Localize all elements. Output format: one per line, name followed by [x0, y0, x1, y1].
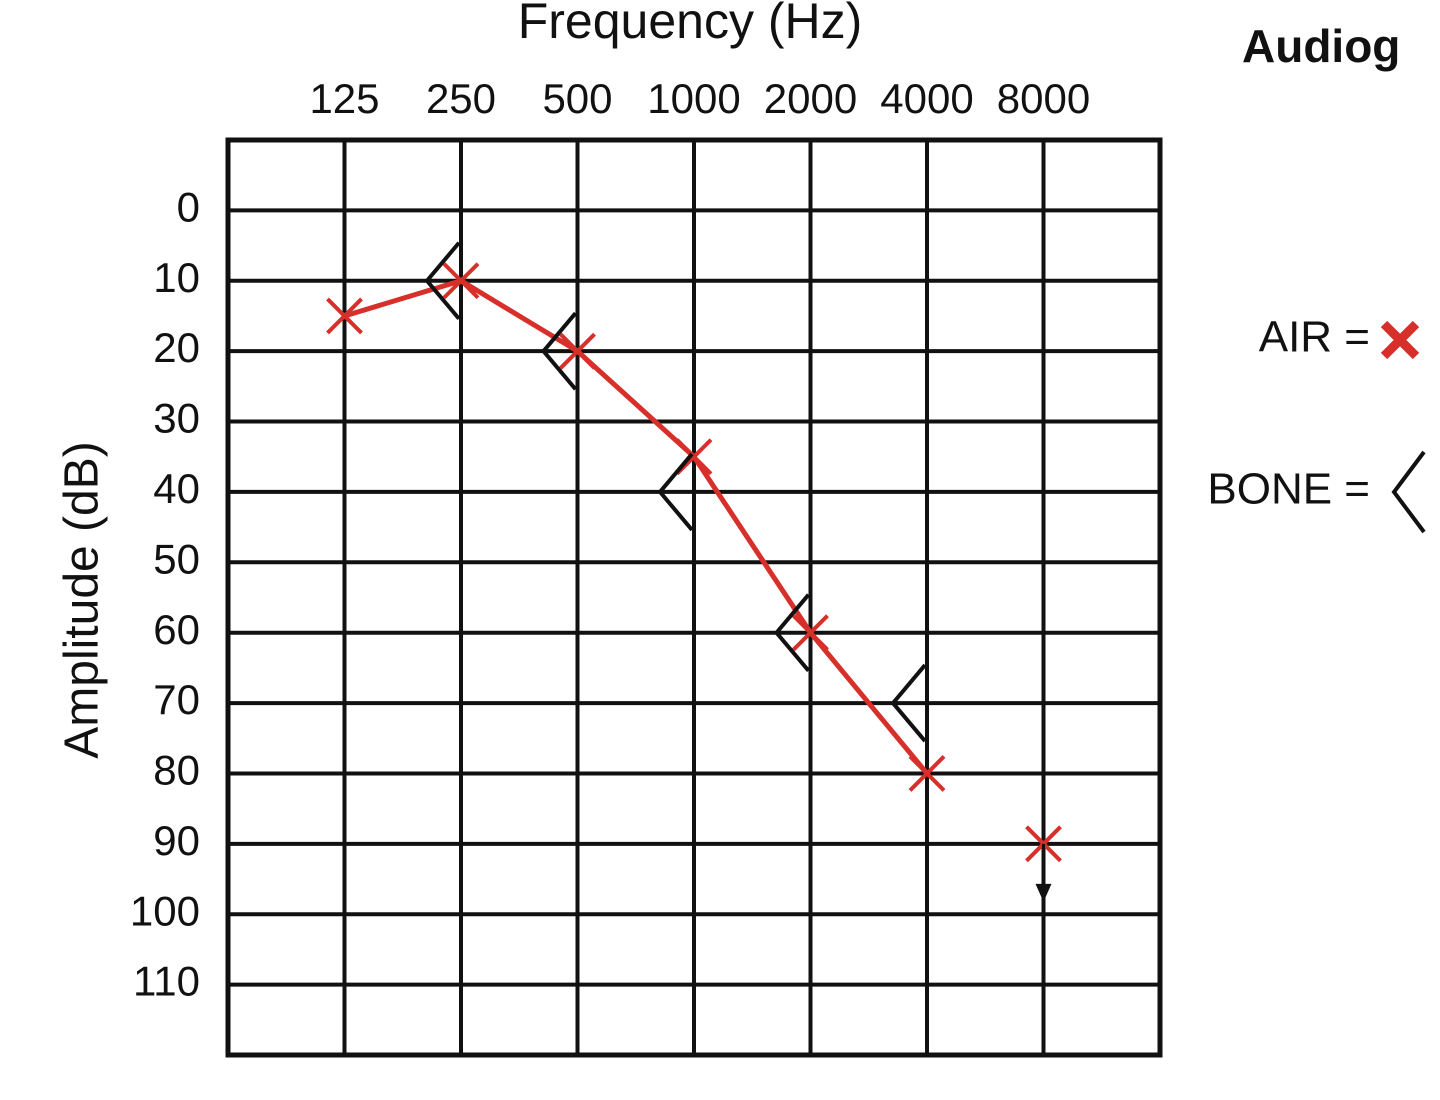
bone-marker-stroke — [890, 663, 927, 743]
y-tick-label: 110 — [133, 958, 200, 1005]
x-tick-label: 1000 — [647, 75, 740, 122]
x-tick-label: 8000 — [997, 75, 1090, 122]
air-marker — [326, 297, 363, 335]
y-tick-label: 40 — [153, 465, 200, 512]
bone-marker-stroke — [540, 311, 578, 391]
x-tick-label: 125 — [309, 75, 379, 122]
air-line — [343, 278, 929, 776]
air-marker — [1025, 825, 1062, 902]
x-tick-label: 4000 — [880, 75, 973, 122]
y-tick-label: 50 — [153, 535, 200, 582]
bone-marker — [657, 452, 694, 532]
x-tick-label: 250 — [426, 75, 496, 122]
chart-title: Audiog — [1242, 20, 1400, 72]
x-marker-stroke — [1380, 320, 1420, 360]
bone-marker-stroke — [1391, 450, 1426, 534]
x-marker-stroke — [442, 262, 480, 300]
air-marker — [908, 755, 946, 792]
x-marker-stroke — [792, 614, 829, 652]
y-axis-title: Amplitude (dB) — [56, 441, 109, 758]
bone-marker-stroke — [773, 593, 811, 672]
no-response-arrowhead — [1035, 883, 1052, 902]
legend-marker — [1391, 450, 1426, 534]
y-tick-label: 100 — [130, 887, 200, 934]
x-marker-stroke — [559, 332, 596, 370]
y-tick-label: 90 — [153, 817, 200, 864]
x-tick-label: 2000 — [764, 75, 857, 122]
x-marker-stroke — [1025, 825, 1062, 863]
x-axis-title: Frequency (Hz) — [518, 0, 863, 49]
bone-marker — [773, 593, 811, 672]
y-tick-label: 80 — [153, 747, 200, 794]
air-marker — [442, 262, 480, 300]
bone-marker-stroke — [657, 452, 694, 532]
y-tick-label: 0 — [177, 183, 200, 230]
bone-marker-stroke — [424, 241, 461, 321]
x-tick-label: 500 — [542, 75, 612, 122]
x-marker-stroke — [326, 297, 363, 335]
x-marker-stroke — [908, 755, 946, 792]
bone-marker — [890, 663, 927, 743]
y-tick-label: 10 — [153, 254, 200, 301]
air-marker — [792, 614, 829, 652]
y-tick-label: 30 — [153, 395, 200, 442]
y-tick-label: 20 — [153, 324, 200, 371]
legend-label: BONE = — [1207, 465, 1370, 514]
bone-marker — [424, 241, 461, 321]
y-tick-label: 60 — [153, 606, 200, 653]
legend-label: AIR = — [1259, 313, 1370, 362]
y-tick-label: 70 — [153, 676, 200, 723]
legend-marker — [1380, 320, 1420, 360]
air-marker — [559, 332, 596, 370]
bone-marker — [540, 311, 578, 391]
